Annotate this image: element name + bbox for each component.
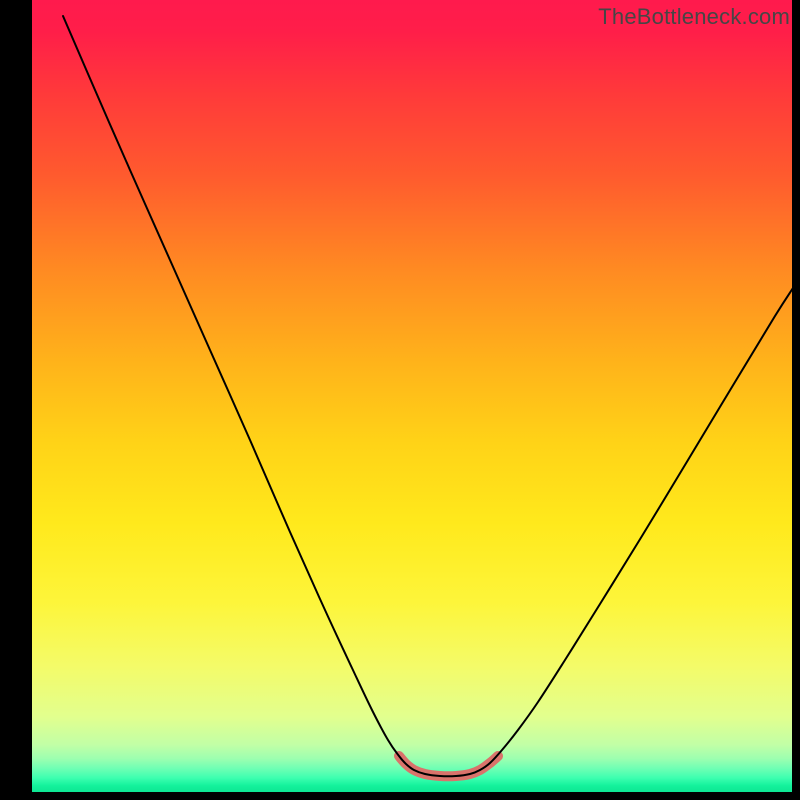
frame-right <box>792 0 800 800</box>
frame-bottom <box>0 792 800 800</box>
frame-left <box>0 0 32 800</box>
chart-background-gradient <box>0 0 800 800</box>
watermark-text: TheBottleneck.com <box>598 4 790 30</box>
chart-stage: TheBottleneck.com <box>0 0 800 800</box>
